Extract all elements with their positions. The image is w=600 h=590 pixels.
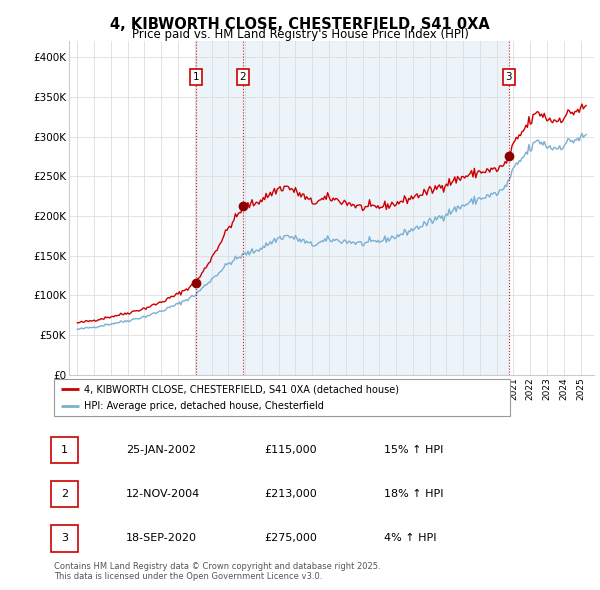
Text: 4, KIBWORTH CLOSE, CHESTERFIELD, S41 0XA (detached house): 4, KIBWORTH CLOSE, CHESTERFIELD, S41 0XA…: [83, 384, 398, 394]
Text: 12-NOV-2004: 12-NOV-2004: [126, 489, 200, 499]
Text: 15% ↑ HPI: 15% ↑ HPI: [384, 445, 443, 455]
Text: 18% ↑ HPI: 18% ↑ HPI: [384, 489, 443, 499]
Text: 2: 2: [61, 489, 68, 499]
Text: 25-JAN-2002: 25-JAN-2002: [126, 445, 196, 455]
Text: 2: 2: [239, 72, 246, 82]
Text: 1: 1: [61, 445, 68, 455]
Text: £275,000: £275,000: [264, 533, 317, 543]
Text: £213,000: £213,000: [264, 489, 317, 499]
Text: HPI: Average price, detached house, Chesterfield: HPI: Average price, detached house, Ches…: [83, 401, 323, 411]
Text: 18-SEP-2020: 18-SEP-2020: [126, 533, 197, 543]
Text: Contains HM Land Registry data © Crown copyright and database right 2025.
This d: Contains HM Land Registry data © Crown c…: [54, 562, 380, 581]
Text: 3: 3: [505, 72, 512, 82]
Text: 1: 1: [193, 72, 199, 82]
Text: 4% ↑ HPI: 4% ↑ HPI: [384, 533, 437, 543]
FancyBboxPatch shape: [54, 379, 510, 416]
Text: £115,000: £115,000: [264, 445, 317, 455]
Text: Price paid vs. HM Land Registry's House Price Index (HPI): Price paid vs. HM Land Registry's House …: [131, 28, 469, 41]
Text: 3: 3: [61, 533, 68, 543]
Text: 4, KIBWORTH CLOSE, CHESTERFIELD, S41 0XA: 4, KIBWORTH CLOSE, CHESTERFIELD, S41 0XA: [110, 17, 490, 31]
